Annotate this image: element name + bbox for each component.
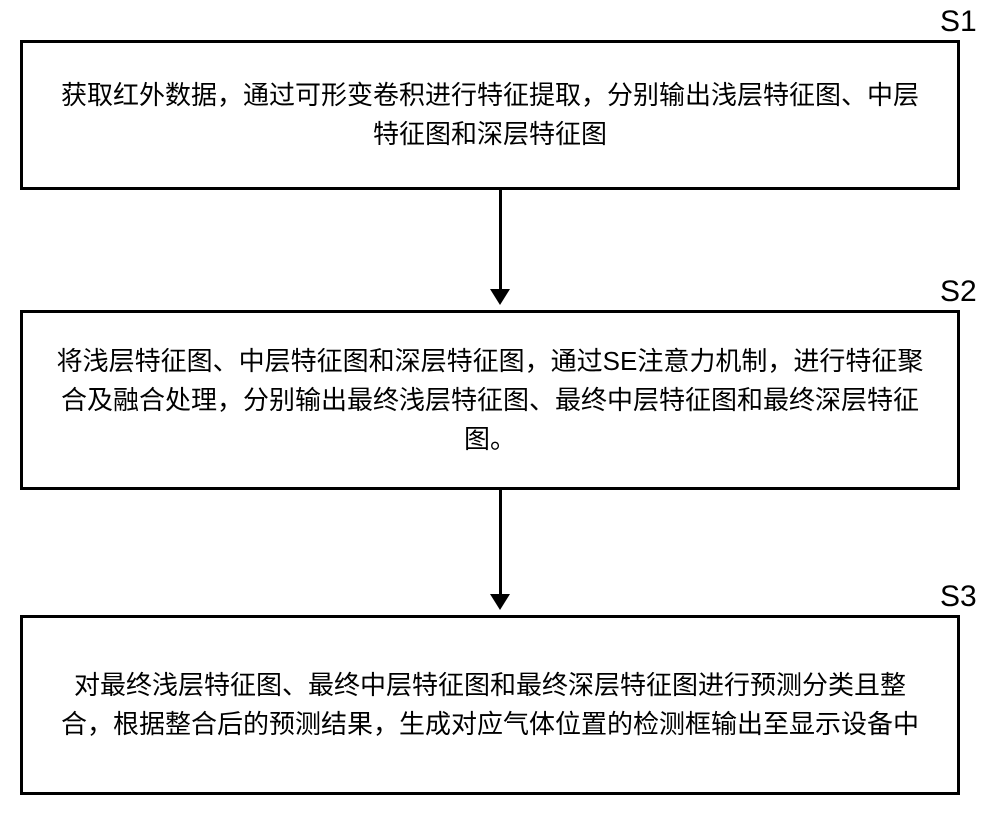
step-box-s2: 将浅层特征图、中层特征图和深层特征图，通过SE注意力机制，进行特征聚合及融合处理… — [20, 310, 960, 490]
arrow-head-icon — [490, 289, 510, 305]
step-label-s2: S2 — [940, 275, 977, 309]
step-box-s1: 获取红外数据，通过可形变卷积进行特征提取，分别输出浅层特征图、中层特征图和深层特… — [20, 40, 960, 190]
label-text-s3: S3 — [940, 580, 977, 613]
step-box-s3: 对最终浅层特征图、最终中层特征图和最终深层特征图进行预测分类且整合，根据整合后的… — [20, 615, 960, 795]
arrow-line — [499, 190, 502, 290]
arrow-head-icon — [490, 594, 510, 610]
step-label-s1: S1 — [940, 5, 977, 39]
step-text-s3: 对最终浅层特征图、最终中层特征图和最终深层特征图进行预测分类且整合，根据整合后的… — [53, 666, 927, 744]
arrow-line — [499, 490, 502, 595]
arrow-s1-s2 — [490, 190, 510, 305]
label-text-s1: S1 — [940, 5, 977, 38]
step-label-s3: S3 — [940, 580, 977, 614]
arrow-s2-s3 — [490, 490, 510, 610]
label-text-s2: S2 — [940, 275, 977, 308]
step-text-s1: 获取红外数据，通过可形变卷积进行特征提取，分别输出浅层特征图、中层特征图和深层特… — [53, 76, 927, 154]
step-text-s2: 将浅层特征图、中层特征图和深层特征图，通过SE注意力机制，进行特征聚合及融合处理… — [53, 342, 927, 459]
flowchart-container: S1 获取红外数据，通过可形变卷积进行特征提取，分别输出浅层特征图、中层特征图和… — [0, 0, 1000, 821]
